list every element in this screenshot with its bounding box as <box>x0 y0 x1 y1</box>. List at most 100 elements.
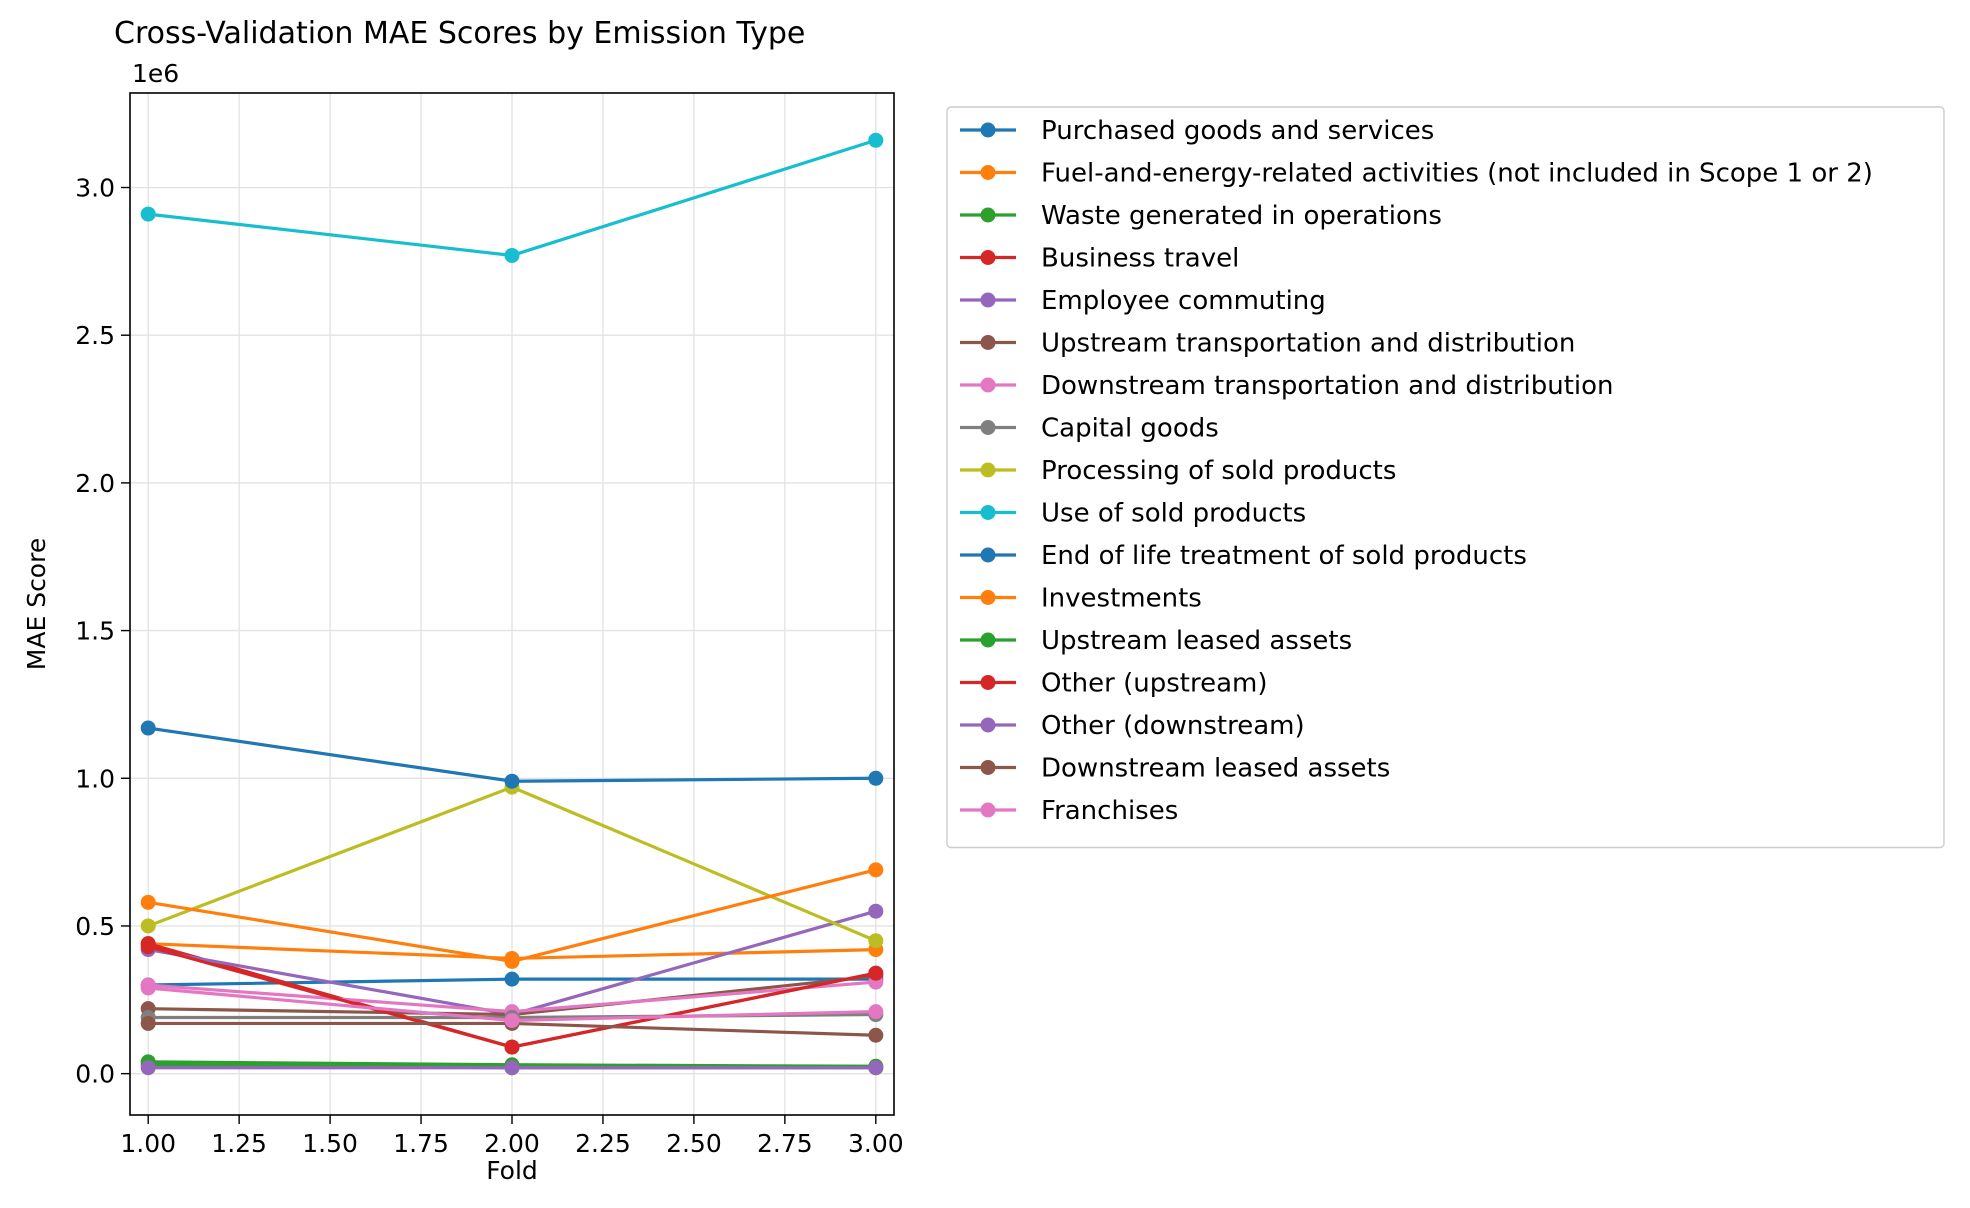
legend-marker <box>980 632 996 648</box>
legend-item: Other (upstream) <box>960 669 1267 699</box>
series <box>140 132 884 263</box>
legend-label: Processing of sold products <box>1041 456 1396 486</box>
legend-label: Franchises <box>1041 796 1178 826</box>
legend-marker <box>980 675 996 690</box>
data-point <box>868 1027 884 1043</box>
legend-label: Business travel <box>1041 244 1239 274</box>
y-tick-label: 1.0 <box>75 764 115 793</box>
x-tick-label: 2.75 <box>757 1129 813 1158</box>
legend-label: Downstream leased assets <box>1041 754 1390 784</box>
y-tick-label: 0.5 <box>75 912 115 941</box>
legend-marker <box>980 760 996 775</box>
data-point <box>868 770 884 786</box>
legend-item: Use of sold products <box>960 499 1306 529</box>
legend-label: Employee commuting <box>1041 286 1326 316</box>
legend-marker <box>980 547 996 563</box>
x-tick-label: 2.50 <box>666 1129 722 1158</box>
legend-marker <box>980 292 996 308</box>
series <box>140 939 884 1055</box>
y-tick-label: 2.0 <box>75 469 115 498</box>
legend-marker <box>980 165 996 180</box>
x-tick-label: 1.00 <box>120 1129 176 1158</box>
legend-label: Use of sold products <box>1041 499 1306 529</box>
legend-item: Employee commuting <box>960 286 1326 316</box>
legend-label: Investments <box>1041 584 1202 614</box>
legend: Purchased goods and services Fuel-and-ene… <box>946 106 1945 849</box>
legend-label: Other (upstream) <box>1041 669 1267 699</box>
legend-marker <box>980 122 996 138</box>
y-tick-label: 3.0 <box>75 174 115 203</box>
x-tick-label: 2.25 <box>575 1129 631 1158</box>
legend-item: Purchased goods and services <box>960 116 1434 146</box>
series <box>140 980 884 1028</box>
legend-item: Processing of sold products <box>960 456 1396 486</box>
data-point <box>140 939 156 955</box>
data-point <box>504 773 520 789</box>
legend-box <box>946 106 1945 849</box>
legend-item: Business travel <box>960 244 1239 274</box>
legend-label: Upstream transportation and distribution <box>1041 329 1575 359</box>
data-point <box>140 980 156 996</box>
legend-item: Fuel-and-energy-related activities (not … <box>960 159 1873 189</box>
chart-title: Cross-Validation MAE Scores by Emission … <box>114 16 805 51</box>
legend-label: Purchased goods and services <box>1041 116 1434 146</box>
legend-marker <box>980 505 996 520</box>
data-point <box>868 903 884 919</box>
data-point <box>868 132 884 148</box>
legend-marker <box>980 590 996 605</box>
grid-lines <box>130 93 894 1115</box>
data-point <box>504 1039 520 1055</box>
data-point <box>140 1015 156 1031</box>
legend-item: Downstream transportation and distributi… <box>960 371 1614 401</box>
series <box>140 862 884 969</box>
legend-item: Investments <box>960 584 1202 614</box>
data-point <box>504 953 520 969</box>
legend-label: Other (downstream) <box>1041 711 1305 741</box>
data-point <box>140 918 156 934</box>
legend-marker <box>980 420 996 435</box>
legend-label: Fuel-and-energy-related activities (not … <box>1041 159 1873 189</box>
legend-marker <box>980 377 996 393</box>
legend-marker <box>980 250 996 265</box>
series-lines <box>140 132 884 1076</box>
y-axis-label: MAE Score <box>22 538 51 670</box>
legend-marker <box>980 207 996 223</box>
data-point <box>868 1060 884 1076</box>
legend-item: Upstream transportation and distribution <box>960 329 1575 359</box>
legend-label: Capital goods <box>1041 414 1219 444</box>
data-point <box>868 862 884 878</box>
legend-label: Downstream transportation and distributi… <box>1041 371 1614 401</box>
x-axis-label: Fold <box>486 1156 538 1185</box>
series <box>140 1060 884 1076</box>
legend-item: Franchises <box>960 796 1178 826</box>
x-tick-label: 2.00 <box>484 1129 540 1158</box>
data-point <box>504 971 520 987</box>
legend-label: End of life treatment of sold products <box>1041 541 1527 571</box>
legend-item: Waste generated in operations <box>960 201 1442 231</box>
legend-item: End of life treatment of sold products <box>960 541 1527 571</box>
legend-label: Waste generated in operations <box>1041 201 1442 231</box>
legend-item: Other (downstream) <box>960 711 1305 741</box>
legend-marker <box>980 462 996 478</box>
y-axis-scale-label: 1e6 <box>132 59 179 88</box>
legend-item: Capital goods <box>960 414 1219 444</box>
y-tick-label: 0.0 <box>75 1060 115 1089</box>
legend-marker <box>980 717 996 733</box>
y-tick-label: 2.5 <box>75 321 115 350</box>
legend-label: Upstream leased assets <box>1041 626 1352 656</box>
data-point <box>140 894 156 910</box>
x-tick-label: 1.25 <box>211 1129 267 1158</box>
axes-ticks: 1.00 1.25 1.50 1.75 2.00 2.25 2.50 2.75 3.00 0.0 0… <box>75 174 903 1158</box>
data-point <box>504 1060 520 1076</box>
legend-item: Upstream leased assets <box>960 626 1352 656</box>
x-tick-label: 3.00 <box>848 1129 904 1158</box>
x-tick-label: 1.75 <box>393 1129 449 1158</box>
data-point <box>140 720 156 736</box>
data-point <box>868 1004 884 1020</box>
legend-marker <box>980 335 996 350</box>
data-point <box>504 1012 520 1028</box>
data-point <box>868 965 884 981</box>
data-point <box>140 1060 156 1076</box>
